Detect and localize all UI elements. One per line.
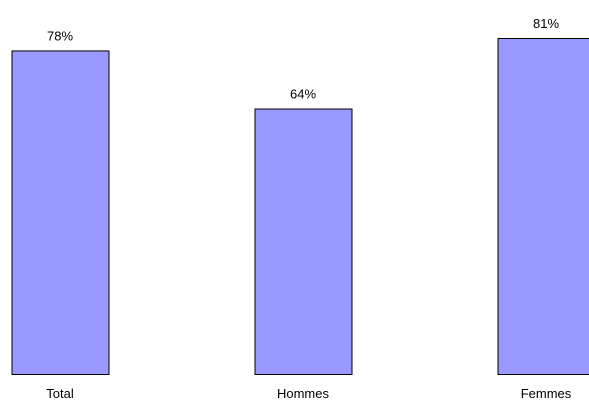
bar-total <box>11 50 110 375</box>
value-labels-group: 78% 64% 81% <box>47 16 559 102</box>
category-labels-group: Total Hommes Femmes <box>46 386 572 401</box>
category-label-hommes: Hommes <box>277 386 330 401</box>
value-label-total: 78% <box>47 28 73 43</box>
category-label-total: Total <box>46 386 74 401</box>
bar-hommes <box>254 108 353 375</box>
value-label-hommes: 64% <box>290 87 316 102</box>
category-label-femmes: Femmes <box>521 386 572 401</box>
bar-femmes <box>497 38 589 375</box>
value-label-femmes: 81% <box>533 16 559 31</box>
bars-group <box>11 38 589 375</box>
